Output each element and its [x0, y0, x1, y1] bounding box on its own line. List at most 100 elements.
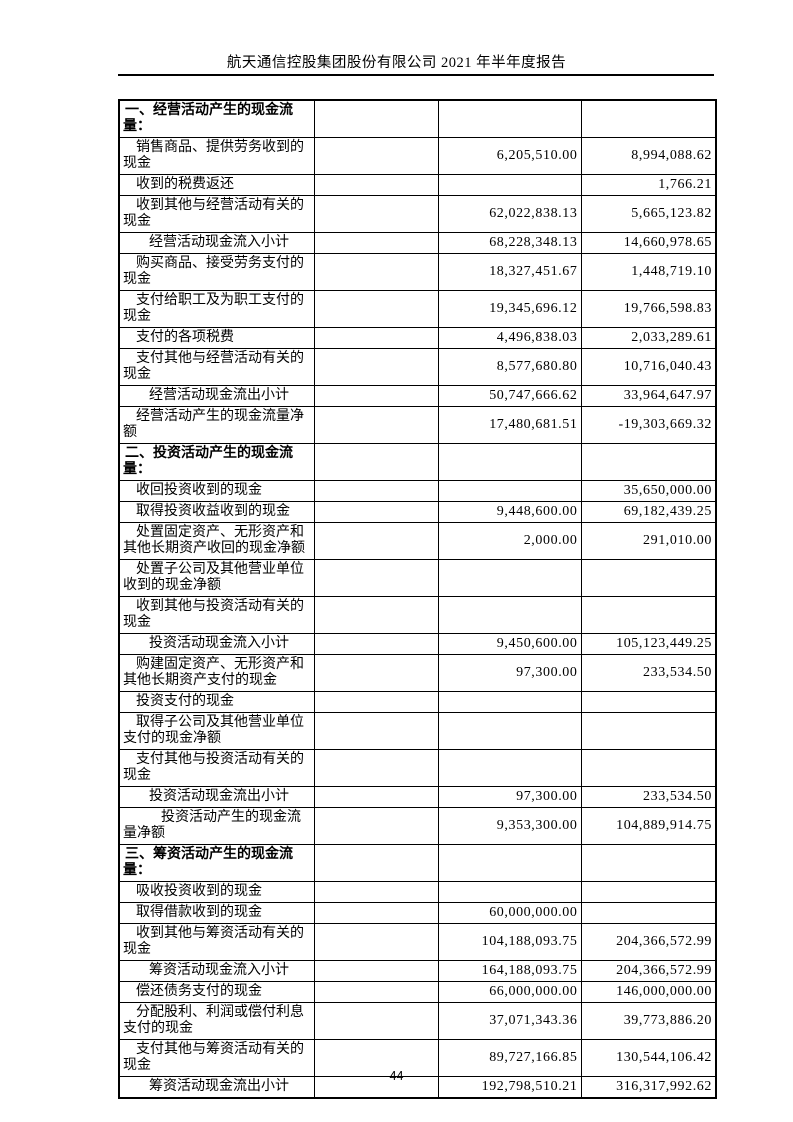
amount-prior-period: 33,964,647.97	[580, 385, 717, 407]
page-number: 44	[389, 1069, 404, 1083]
amount-current-period: 37,071,343.36	[437, 1002, 582, 1040]
table-row: 一、经营活动产生的现金流量：	[118, 99, 717, 138]
table-row: 三、筹资活动产生的现金流量：	[118, 844, 717, 882]
amount-current-period: 9,353,300.00	[437, 807, 582, 845]
table-row: 支付其他与筹资活动有关的现金 89,727,166.85 130,544,106.4…	[118, 1039, 717, 1077]
amount-prior-period: 14,660,978.65	[580, 232, 717, 254]
row-label: 支付给职工及为职工支付的现金	[118, 290, 315, 328]
row-label: 取得借款收到的现金	[118, 902, 315, 924]
table-row: 处置子公司及其他营业单位收到的现金净额	[118, 559, 717, 597]
note-cell	[313, 480, 439, 502]
note-cell	[313, 596, 439, 634]
amount-prior-period: 5,665,123.82	[580, 195, 717, 233]
amount-prior-period: 233,534.50	[580, 786, 717, 808]
amount-prior-period: 39,773,886.20	[580, 1002, 717, 1040]
row-label: 购建固定资产、无形资产和其他长期资产支付的现金	[118, 654, 315, 692]
report-header-title: 航天通信控股集团股份有限公司 2021 年半年度报告	[226, 55, 567, 71]
row-label: 投资活动现金流出小计	[118, 786, 315, 808]
amount-prior-period: 1,448,719.10	[580, 253, 717, 291]
row-label: 投资活动现金流入小计	[118, 633, 315, 655]
amount-current-period	[437, 749, 582, 787]
row-label: 处置固定资产、无形资产和其他长期资产收回的现金净额	[118, 522, 315, 560]
table-row: 取得子公司及其他营业单位支付的现金净额	[118, 712, 717, 750]
note-cell	[313, 960, 439, 982]
note-cell	[313, 881, 439, 903]
amount-current-period	[437, 691, 582, 713]
amount-current-period	[437, 443, 582, 481]
row-label: 收到其他与筹资活动有关的现金	[118, 923, 315, 961]
amount-current-period: 97,300.00	[437, 654, 582, 692]
table-row: 收到其他与筹资活动有关的现金 104,188,093.75 204,366,572.…	[118, 923, 717, 961]
amount-current-period: 68,228,348.13	[437, 232, 582, 254]
row-label: 收到的税费返还	[118, 174, 315, 196]
row-label: 收回投资收到的现金	[118, 480, 315, 502]
amount-prior-period: 19,766,598.83	[580, 290, 717, 328]
note-cell	[313, 807, 439, 845]
row-label: 一、经营活动产生的现金流量：	[118, 99, 315, 138]
table-row: 取得借款收到的现金 60,000,000.00	[118, 902, 717, 924]
table-row: 经营活动现金流出小计 50,747,666.62 33,964,647.97	[118, 385, 717, 407]
row-label: 经营活动现金流入小计	[118, 232, 315, 254]
note-cell	[313, 443, 439, 481]
table-row: 投资活动现金流出小计 97,300.00 233,534.50	[118, 786, 717, 808]
row-label: 二、投资活动产生的现金流量：	[118, 443, 315, 481]
amount-prior-period: 291,010.00	[580, 522, 717, 560]
amount-prior-period: 69,182,439.25	[580, 501, 717, 523]
table-row: 筹资活动现金流入小计 164,188,093.75 204,366,572.99	[118, 960, 717, 982]
amount-current-period	[437, 559, 582, 597]
amount-current-period	[437, 712, 582, 750]
table-row: 偿还债务支付的现金 66,000,000.00 146,000,000.00	[118, 981, 717, 1003]
amount-prior-period: 1,766.21	[580, 174, 717, 196]
note-cell	[313, 385, 439, 407]
table-row: 经营活动产生的现金流量净额 17,480,681.51 -19,303,669.32	[118, 406, 717, 444]
note-cell	[313, 253, 439, 291]
amount-prior-period: 316,317,992.62	[580, 1076, 717, 1099]
table-row: 支付其他与投资活动有关的现金	[118, 749, 717, 787]
note-cell	[313, 923, 439, 961]
note-cell	[313, 902, 439, 924]
amount-current-period: 9,448,600.00	[437, 501, 582, 523]
note-cell	[313, 327, 439, 349]
amount-prior-period: 105,123,449.25	[580, 633, 717, 655]
row-label: 收到其他与经营活动有关的现金	[118, 195, 315, 233]
amount-current-period: 66,000,000.00	[437, 981, 582, 1003]
row-label: 支付其他与投资活动有关的现金	[118, 749, 315, 787]
amount-current-period	[437, 480, 582, 502]
amount-current-period: 62,022,838.13	[437, 195, 582, 233]
amount-current-period: 19,345,696.12	[437, 290, 582, 328]
note-cell	[313, 981, 439, 1003]
row-label: 经营活动产生的现金流量净额	[118, 406, 315, 444]
row-label: 分配股利、利润或偿付利息支付的现金	[118, 1002, 315, 1040]
amount-prior-period: 204,366,572.99	[580, 960, 717, 982]
amount-prior-period: -19,303,669.32	[580, 406, 717, 444]
table-row: 支付给职工及为职工支付的现金 19,345,696.12 19,766,598.83	[118, 290, 717, 328]
note-cell	[313, 174, 439, 196]
table-row: 处置固定资产、无形资产和其他长期资产收回的现金净额 2,000.00 291,010…	[118, 522, 717, 560]
amount-prior-period: 35,650,000.00	[580, 480, 717, 502]
table-row: 分配股利、利润或偿付利息支付的现金 37,071,343.36 39,773,886…	[118, 1002, 717, 1040]
amount-prior-period: 204,366,572.99	[580, 923, 717, 961]
amount-prior-period	[580, 99, 717, 138]
amount-prior-period	[580, 881, 717, 903]
header-rule	[118, 74, 714, 76]
note-cell	[313, 749, 439, 787]
note-cell	[313, 232, 439, 254]
row-label: 吸收投资收到的现金	[118, 881, 315, 903]
table-row: 筹资活动现金流出小计 192,798,510.21 316,317,992.62	[118, 1076, 717, 1099]
table-row: 经营活动现金流入小计 68,228,348.13 14,660,978.65	[118, 232, 717, 254]
table-row: 收到其他与投资活动有关的现金	[118, 596, 717, 634]
row-label: 三、筹资活动产生的现金流量：	[118, 844, 315, 882]
amount-prior-period	[580, 712, 717, 750]
note-cell	[313, 501, 439, 523]
amount-prior-period	[580, 443, 717, 481]
cash-flow-statement-table: 一、经营活动产生的现金流量： 销售商品、提供劳务收到的现金 6,205,510.00…	[118, 99, 717, 1099]
table-row: 投资支付的现金	[118, 691, 717, 713]
note-cell	[313, 786, 439, 808]
amount-prior-period	[580, 691, 717, 713]
table-row: 取得投资收益收到的现金 9,448,600.00 69,182,439.25	[118, 501, 717, 523]
note-cell	[313, 691, 439, 713]
amount-current-period: 104,188,093.75	[437, 923, 582, 961]
amount-current-period	[437, 881, 582, 903]
row-label: 偿还债务支付的现金	[118, 981, 315, 1003]
